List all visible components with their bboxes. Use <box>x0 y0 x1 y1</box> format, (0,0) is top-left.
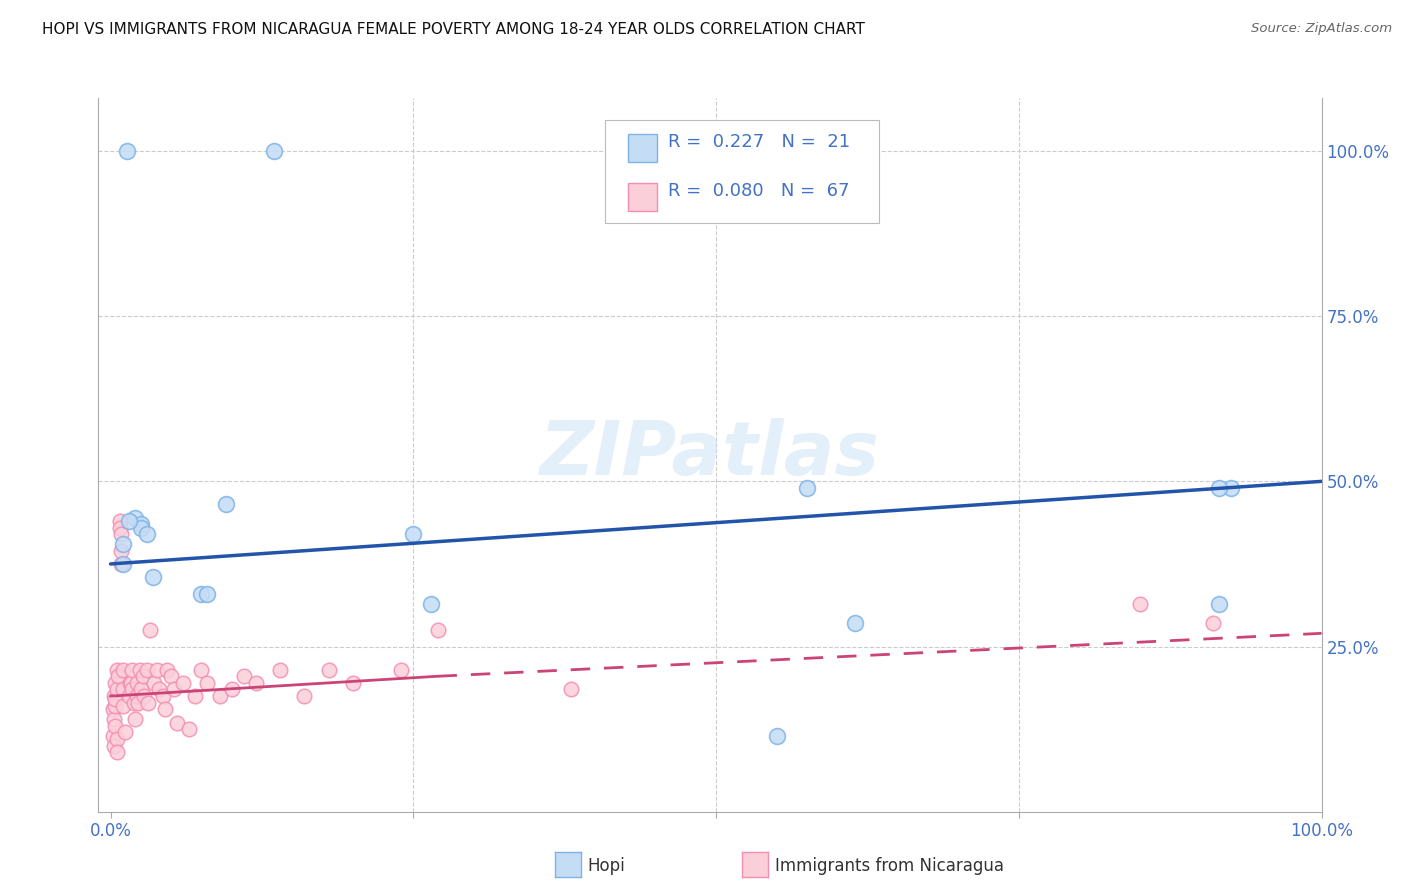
Point <box>263 144 285 158</box>
Text: ZIPatlas: ZIPatlas <box>540 418 880 491</box>
Point <box>156 663 179 677</box>
Point <box>232 669 254 683</box>
Point <box>121 663 143 677</box>
Text: Immigrants from Nicaragua: Immigrants from Nicaragua <box>775 857 1004 875</box>
Point <box>105 745 128 759</box>
Point <box>124 712 146 726</box>
Point <box>162 682 184 697</box>
Point <box>104 698 127 713</box>
Point <box>103 712 125 726</box>
Point <box>104 676 127 690</box>
Point <box>190 587 212 601</box>
Point <box>129 517 152 532</box>
Point <box>208 689 231 703</box>
Point <box>197 676 219 690</box>
Point <box>1201 616 1223 631</box>
Point <box>103 739 125 753</box>
Point <box>1208 597 1230 611</box>
Point <box>117 144 139 158</box>
Point <box>132 669 155 683</box>
Point <box>110 543 132 558</box>
Point <box>110 514 132 528</box>
Point <box>152 689 174 703</box>
Point <box>342 676 364 690</box>
Text: Source: ZipAtlas.com: Source: ZipAtlas.com <box>1251 22 1392 36</box>
Point <box>221 682 243 697</box>
Point <box>103 689 125 703</box>
Point <box>129 682 152 697</box>
Point <box>245 676 267 690</box>
Point <box>105 682 128 697</box>
Point <box>139 623 162 637</box>
Point <box>128 663 150 677</box>
Text: Hopi: Hopi <box>588 857 626 875</box>
Text: R =  0.080   N =  67: R = 0.080 N = 67 <box>668 183 849 201</box>
Point <box>1219 481 1241 495</box>
Point <box>179 722 201 736</box>
Point <box>160 669 183 683</box>
Point <box>121 682 143 697</box>
Point <box>127 689 149 703</box>
Point <box>166 715 188 730</box>
Point <box>111 698 134 713</box>
Point <box>120 676 142 690</box>
Point <box>1208 481 1230 495</box>
Point <box>560 682 582 697</box>
Point <box>765 729 787 743</box>
Point <box>111 557 134 571</box>
Point <box>105 732 128 747</box>
Point <box>197 587 219 601</box>
Point <box>111 682 134 697</box>
Point <box>143 676 166 690</box>
Point <box>153 702 176 716</box>
Point <box>104 692 127 706</box>
Point <box>104 719 127 733</box>
Point <box>111 663 134 677</box>
Point <box>110 527 132 541</box>
Point <box>118 514 141 528</box>
Point <box>135 663 157 677</box>
Point <box>110 520 132 534</box>
Text: HOPI VS IMMIGRANTS FROM NICARAGUA FEMALE POVERTY AMONG 18-24 YEAR OLDS CORRELATI: HOPI VS IMMIGRANTS FROM NICARAGUA FEMALE… <box>42 22 865 37</box>
Point <box>114 725 136 739</box>
Point <box>796 481 818 495</box>
Point <box>142 570 165 584</box>
Point <box>292 689 315 703</box>
Point <box>134 689 156 703</box>
Point <box>844 616 866 631</box>
Point <box>420 597 443 611</box>
Point <box>426 623 449 637</box>
Point <box>127 696 149 710</box>
Point <box>101 702 124 716</box>
Point <box>124 510 146 524</box>
Point <box>190 663 212 677</box>
Point <box>402 527 425 541</box>
Text: R =  0.227   N =  21: R = 0.227 N = 21 <box>668 134 851 152</box>
Point <box>269 663 291 677</box>
Point <box>172 676 194 690</box>
Point <box>110 557 132 571</box>
Point <box>1129 597 1152 611</box>
Point <box>148 682 170 697</box>
Point <box>111 537 134 551</box>
Point <box>127 676 149 690</box>
Point <box>184 689 207 703</box>
Point <box>118 676 141 690</box>
Point <box>107 669 129 683</box>
Point <box>118 689 141 703</box>
Point <box>105 663 128 677</box>
Point <box>145 663 167 677</box>
Point <box>214 498 236 512</box>
Point <box>122 696 145 710</box>
Point <box>389 663 412 677</box>
Point <box>135 527 157 541</box>
Point <box>101 729 124 743</box>
Point <box>129 520 152 534</box>
Point <box>318 663 340 677</box>
Point <box>136 696 159 710</box>
